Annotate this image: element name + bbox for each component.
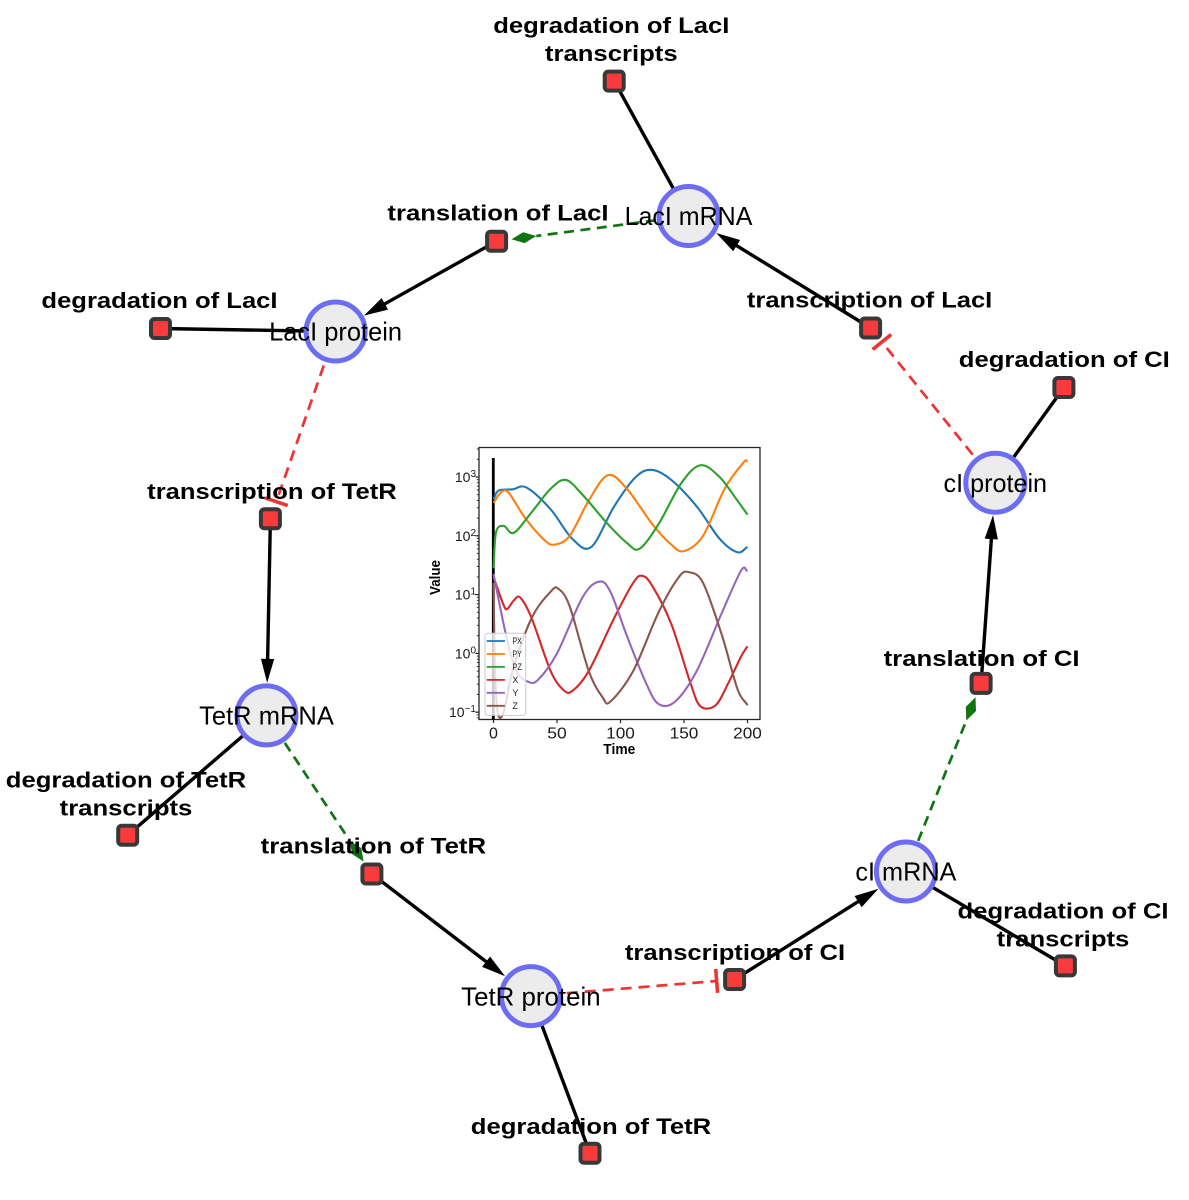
svg-text:X: X bbox=[512, 675, 518, 685]
svg-text:0: 0 bbox=[489, 726, 498, 743]
svg-text:degradation of TetR: degradation of TetR bbox=[6, 768, 246, 793]
svg-text:translation of LacI: translation of LacI bbox=[387, 201, 608, 226]
svg-text:degradation of TetR: degradation of TetR bbox=[471, 1114, 711, 1139]
svg-text:cI protein: cI protein bbox=[944, 470, 1048, 498]
svg-text:LacI protein: LacI protein bbox=[269, 319, 402, 347]
svg-text:Value: Value bbox=[428, 560, 444, 595]
svg-text:translation of TetR: translation of TetR bbox=[261, 834, 486, 859]
svg-text:cI mRNA: cI mRNA bbox=[855, 859, 957, 887]
svg-text:PZ: PZ bbox=[512, 662, 522, 672]
svg-text:PY: PY bbox=[512, 649, 522, 659]
svg-text:translation of CI: translation of CI bbox=[884, 646, 1080, 671]
svg-text:150: 150 bbox=[670, 726, 699, 743]
svg-text:Y: Y bbox=[512, 688, 518, 698]
svg-text:TetR mRNA: TetR mRNA bbox=[199, 703, 335, 731]
svg-text:50: 50 bbox=[547, 726, 567, 743]
svg-text:200: 200 bbox=[733, 726, 762, 743]
svg-text:transcripts: transcripts bbox=[60, 796, 193, 821]
svg-text:TetR protein: TetR protein bbox=[461, 983, 601, 1011]
svg-text:degradation of LacI: degradation of LacI bbox=[493, 13, 729, 38]
svg-text:LacI mRNA: LacI mRNA bbox=[625, 203, 754, 231]
svg-text:transcription of TetR: transcription of TetR bbox=[147, 479, 397, 504]
svg-text:Time: Time bbox=[603, 742, 635, 758]
svg-text:Z: Z bbox=[512, 701, 518, 711]
svg-text:100: 100 bbox=[606, 726, 635, 743]
svg-text:degradation of CI: degradation of CI bbox=[959, 347, 1170, 372]
svg-text:transcription of CI: transcription of CI bbox=[625, 940, 845, 965]
svg-text:degradation of CI: degradation of CI bbox=[958, 899, 1169, 924]
svg-text:PX: PX bbox=[512, 636, 522, 646]
svg-text:transcription of LacI: transcription of LacI bbox=[747, 288, 992, 313]
svg-text:transcripts: transcripts bbox=[545, 41, 678, 66]
svg-text:degradation of LacI: degradation of LacI bbox=[41, 288, 277, 313]
svg-text:transcripts: transcripts bbox=[997, 927, 1130, 952]
